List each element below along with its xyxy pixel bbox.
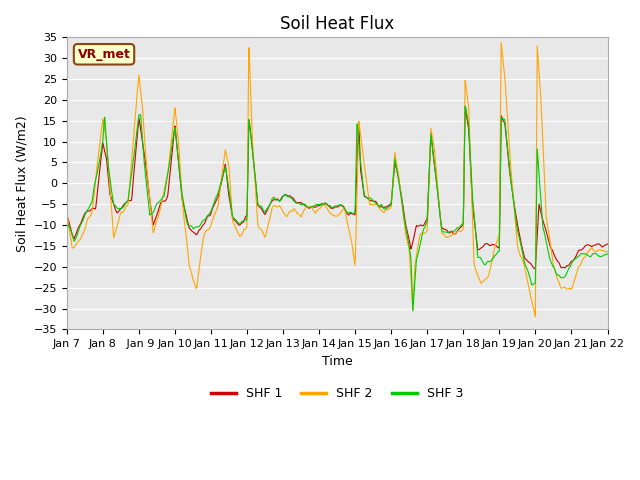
SHF 1	[531, 265, 538, 271]
Line: SHF 3: SHF 3	[67, 106, 607, 311]
SHF 1	[461, 104, 469, 109]
SHF 1	[421, 220, 429, 226]
SHF 3	[170, 131, 178, 137]
SHF 2	[492, 242, 499, 248]
SHF 3	[604, 251, 611, 257]
SHF 3	[63, 218, 70, 224]
SHF 1	[244, 186, 252, 192]
SHF 1	[170, 132, 178, 138]
SHF 1	[183, 216, 191, 222]
SHF 3	[540, 228, 548, 234]
SHF 3	[183, 219, 191, 225]
SHF 1	[604, 241, 611, 247]
Legend: SHF 1, SHF 2, SHF 3: SHF 1, SHF 2, SHF 3	[206, 382, 468, 405]
SHF 2	[183, 240, 191, 246]
Text: VR_met: VR_met	[77, 48, 131, 61]
SHF 2	[497, 39, 505, 45]
X-axis label: Time: Time	[322, 355, 353, 368]
SHF 3	[461, 103, 469, 109]
SHF 3	[409, 308, 417, 314]
Y-axis label: Soil Heat Flux (W/m2): Soil Heat Flux (W/m2)	[15, 115, 28, 252]
SHF 3	[244, 189, 252, 195]
SHF 2	[604, 248, 611, 254]
SHF 1	[540, 221, 548, 227]
SHF 1	[492, 243, 500, 249]
SHF 3	[421, 223, 429, 229]
SHF 2	[531, 314, 539, 320]
Line: SHF 1: SHF 1	[67, 107, 607, 268]
Title: Soil Heat Flux: Soil Heat Flux	[280, 15, 394, 33]
SHF 2	[244, 172, 252, 178]
SHF 1	[63, 212, 70, 218]
SHF 2	[170, 114, 178, 120]
Line: SHF 2: SHF 2	[67, 42, 607, 317]
SHF 2	[421, 230, 429, 236]
SHF 2	[63, 209, 70, 215]
SHF 2	[540, 165, 548, 171]
SHF 3	[492, 252, 500, 257]
